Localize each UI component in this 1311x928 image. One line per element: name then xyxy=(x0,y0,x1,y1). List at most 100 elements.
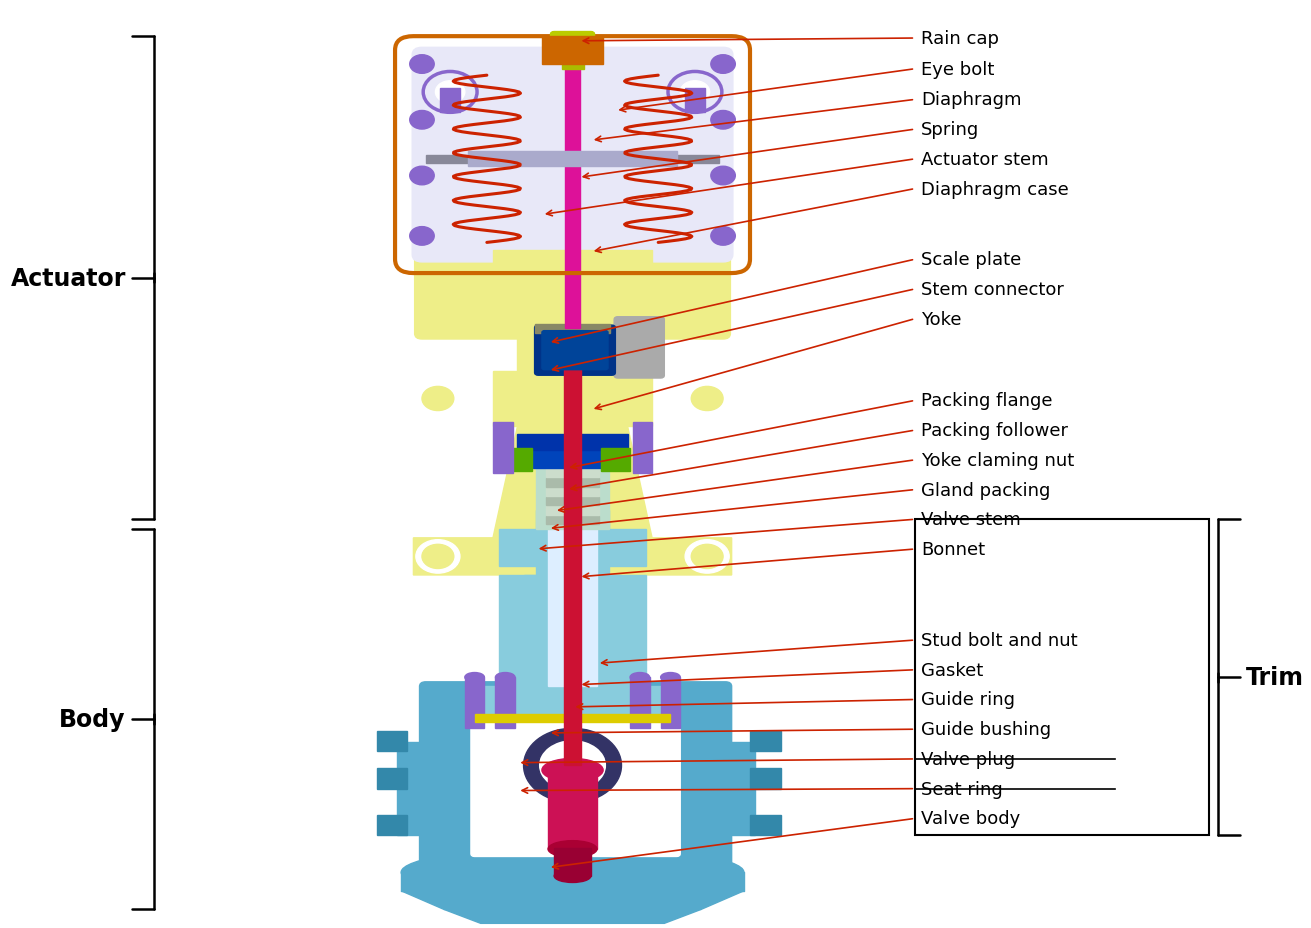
Ellipse shape xyxy=(465,673,484,682)
Polygon shape xyxy=(545,516,599,524)
Text: Actuator stem: Actuator stem xyxy=(922,150,1049,169)
Text: Diaphragm: Diaphragm xyxy=(922,91,1021,110)
Polygon shape xyxy=(536,510,610,575)
Text: Spring: Spring xyxy=(922,121,979,139)
Circle shape xyxy=(711,111,735,130)
Text: Gasket: Gasket xyxy=(922,661,983,679)
Polygon shape xyxy=(413,408,732,575)
Bar xyxy=(376,815,408,835)
Text: Stud bolt and nut: Stud bolt and nut xyxy=(922,631,1078,650)
Circle shape xyxy=(422,387,454,411)
FancyBboxPatch shape xyxy=(414,245,730,340)
Polygon shape xyxy=(518,434,628,450)
FancyBboxPatch shape xyxy=(614,317,665,379)
Text: Eye bolt: Eye bolt xyxy=(922,60,995,79)
Text: Scale plate: Scale plate xyxy=(922,251,1021,269)
Text: Bonnet: Bonnet xyxy=(922,540,986,559)
Polygon shape xyxy=(541,37,603,65)
Circle shape xyxy=(422,545,454,569)
Polygon shape xyxy=(545,497,599,506)
Text: Valve body: Valve body xyxy=(922,809,1021,828)
Text: Packing flange: Packing flange xyxy=(922,392,1053,410)
Text: Gland packing: Gland packing xyxy=(922,481,1050,499)
Ellipse shape xyxy=(401,846,743,898)
Bar xyxy=(376,768,408,789)
Text: Yoke claming nut: Yoke claming nut xyxy=(922,451,1075,470)
Circle shape xyxy=(711,56,735,74)
Circle shape xyxy=(416,382,460,416)
Circle shape xyxy=(680,82,709,104)
Bar xyxy=(565,59,579,329)
Circle shape xyxy=(416,540,460,574)
Bar xyxy=(376,731,408,752)
Bar xyxy=(493,422,513,473)
Circle shape xyxy=(711,167,735,186)
Polygon shape xyxy=(548,529,597,687)
Text: Valve plug: Valve plug xyxy=(922,750,1016,768)
Bar xyxy=(535,325,611,334)
Polygon shape xyxy=(499,529,646,566)
Polygon shape xyxy=(545,470,599,478)
Circle shape xyxy=(691,545,724,569)
FancyBboxPatch shape xyxy=(471,721,680,857)
FancyBboxPatch shape xyxy=(420,682,732,877)
Bar xyxy=(686,89,705,113)
Polygon shape xyxy=(545,479,599,487)
Circle shape xyxy=(410,167,434,186)
Text: Diaphragm case: Diaphragm case xyxy=(922,180,1068,199)
FancyBboxPatch shape xyxy=(541,331,608,370)
Circle shape xyxy=(435,82,465,104)
FancyBboxPatch shape xyxy=(412,48,733,263)
Bar xyxy=(750,768,780,789)
Bar xyxy=(600,448,631,471)
Ellipse shape xyxy=(496,673,515,682)
FancyBboxPatch shape xyxy=(551,32,595,58)
Polygon shape xyxy=(493,371,652,427)
Text: Stem connector: Stem connector xyxy=(922,280,1065,299)
Text: Trim: Trim xyxy=(1245,665,1303,690)
Polygon shape xyxy=(444,909,701,923)
Ellipse shape xyxy=(631,673,650,682)
Polygon shape xyxy=(401,891,743,909)
Bar xyxy=(555,848,591,876)
Polygon shape xyxy=(518,325,628,371)
Text: Seat ring: Seat ring xyxy=(922,780,1003,798)
Polygon shape xyxy=(475,715,670,722)
Bar xyxy=(718,742,755,835)
FancyBboxPatch shape xyxy=(535,326,615,376)
Bar xyxy=(465,677,484,728)
Ellipse shape xyxy=(548,841,597,857)
Bar xyxy=(440,89,460,113)
Circle shape xyxy=(410,111,434,130)
Bar xyxy=(496,677,515,728)
Ellipse shape xyxy=(661,673,680,682)
Polygon shape xyxy=(545,488,599,496)
Bar xyxy=(750,731,780,752)
Circle shape xyxy=(711,227,735,246)
Text: Actuator: Actuator xyxy=(10,266,126,290)
Polygon shape xyxy=(426,156,720,163)
Bar xyxy=(561,53,583,70)
Bar xyxy=(750,815,780,835)
Bar xyxy=(564,348,581,766)
Ellipse shape xyxy=(555,870,591,883)
Text: Guide ring: Guide ring xyxy=(922,690,1015,709)
Circle shape xyxy=(410,227,434,246)
Bar xyxy=(661,677,680,728)
Text: Packing follower: Packing follower xyxy=(922,421,1068,440)
Circle shape xyxy=(686,540,729,574)
Bar xyxy=(631,677,650,728)
Text: Yoke: Yoke xyxy=(922,310,962,329)
Polygon shape xyxy=(536,464,610,529)
Polygon shape xyxy=(475,575,670,719)
Bar xyxy=(632,422,652,473)
Bar xyxy=(502,448,532,471)
Polygon shape xyxy=(499,575,646,687)
Circle shape xyxy=(686,382,729,416)
Bar xyxy=(397,742,434,835)
Text: Rain cap: Rain cap xyxy=(922,30,999,48)
Polygon shape xyxy=(493,251,652,329)
Text: Valve stem: Valve stem xyxy=(922,510,1021,529)
Bar xyxy=(915,520,1209,835)
Text: Guide bushing: Guide bushing xyxy=(922,720,1051,739)
